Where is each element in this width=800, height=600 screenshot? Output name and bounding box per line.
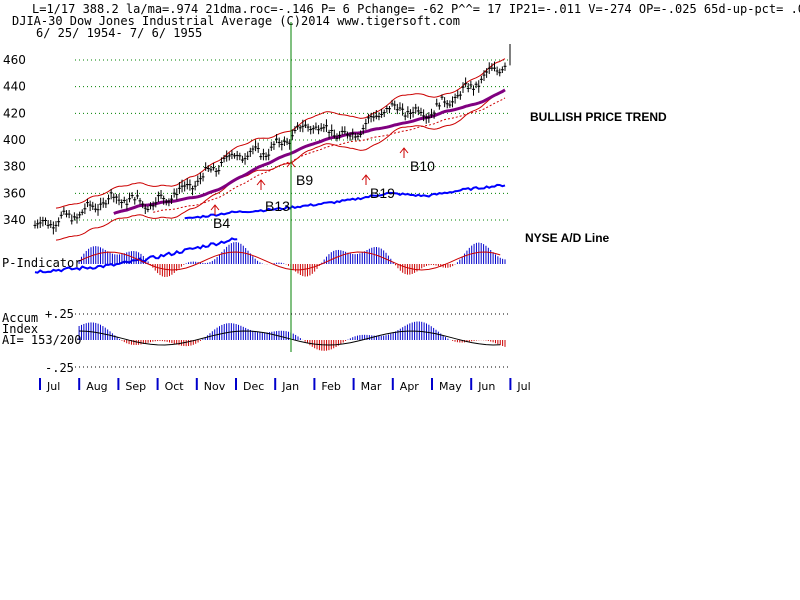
- month-label: Feb: [321, 380, 340, 393]
- header-line-1: L=1/17 388.2 la/ma=.974 21dma.roc=-.146 …: [32, 2, 800, 16]
- month-label: Jul: [516, 380, 530, 393]
- plus-25-label: +.25: [45, 307, 74, 321]
- ai-ratio-label: AI= 153/200: [2, 333, 81, 347]
- nyse-ad-label: NYSE A/D Line: [525, 231, 610, 245]
- price-y-axis: 340 360 380 400 420 440 460: [3, 53, 26, 227]
- month-label: May: [439, 380, 462, 393]
- moving-average: [113, 88, 506, 215]
- header-line-2: DJIA-30 Dow Jones Industrial Average (C)…: [12, 14, 460, 28]
- y-tick-label: 340: [3, 213, 26, 227]
- signal-label-B4: B4: [213, 215, 230, 231]
- price-bands: [55, 58, 506, 241]
- upper-band: [55, 58, 506, 209]
- y-tick-label: 360: [3, 186, 26, 200]
- signal-arrowhead-B19: [361, 174, 371, 181]
- signal-label-B10: B10: [410, 158, 435, 174]
- index-label: Index: [2, 322, 38, 336]
- p-indicator-histogram: [78, 242, 506, 278]
- y-tick-label: 420: [3, 106, 26, 120]
- month-label: Apr: [400, 380, 420, 393]
- ad-ma-dotted: [153, 97, 506, 213]
- price-bars: [33, 44, 511, 235]
- price-gridlines: [75, 59, 510, 221]
- month-axis: Jul Aug Sep Oct Nov Dec Jan Feb Mar Apr May Jun Jul: [39, 378, 531, 393]
- month-label: Mar: [361, 380, 382, 393]
- signal-arrowhead-B10: [399, 147, 409, 154]
- month-label: Sep: [125, 380, 146, 393]
- month-label: Jun: [477, 380, 495, 393]
- signal-label-B13: B13: [265, 198, 290, 214]
- month-label: Aug: [86, 380, 107, 393]
- month-label: Oct: [165, 380, 185, 393]
- month-label: Jul: [46, 380, 60, 393]
- accum-index-histogram: [78, 321, 506, 351]
- month-label: Jan: [281, 380, 299, 393]
- bullish-trend-label: BULLISH PRICE TREND: [530, 110, 667, 124]
- p-indicator-ma: [78, 251, 501, 271]
- signal-arrowhead-B13: [256, 179, 266, 186]
- signal-arrowhead-B4: [210, 204, 220, 211]
- y-tick-label: 460: [3, 53, 26, 67]
- y-tick-label: 440: [3, 80, 26, 94]
- accum-index-ma: [79, 330, 501, 346]
- month-label: Dec: [243, 380, 264, 393]
- month-label: Nov: [204, 380, 226, 393]
- signal-label-B9: B9: [296, 172, 313, 188]
- accum-label: Accum: [2, 311, 38, 325]
- ad-line-upper: [184, 183, 506, 220]
- y-tick-label: 380: [3, 160, 26, 174]
- header-date-range: 6/ 25/ 1954- 7/ 6/ 1955: [36, 26, 202, 40]
- minus-25-label: -.25: [45, 361, 74, 375]
- y-tick-label: 400: [3, 133, 26, 147]
- signal-label-B19: B19: [370, 185, 395, 201]
- p-indicator-label: P-Indicator: [2, 256, 81, 270]
